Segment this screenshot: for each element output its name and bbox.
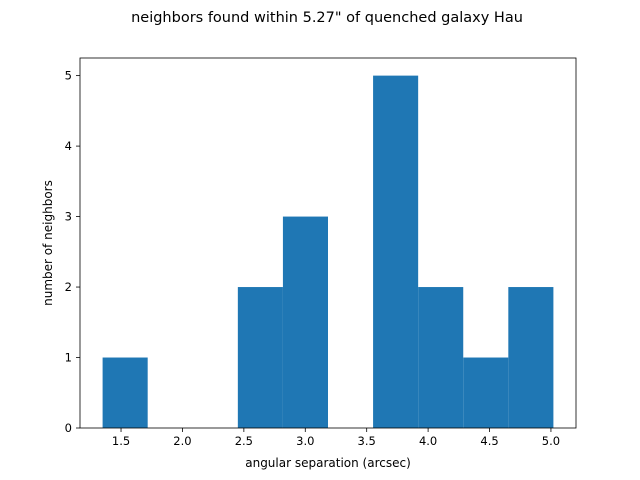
y-tick-label: 3 (65, 210, 72, 224)
y-tick-label: 2 (65, 280, 72, 294)
bars-group (102, 75, 554, 428)
y-tick-label: 0 (65, 421, 72, 435)
plot-frame (79, 57, 577, 429)
y-tick-label: 5 (65, 69, 72, 83)
x-tick-label: 5.0 (542, 434, 560, 448)
histogram-bar (102, 357, 148, 428)
x-tick-label: 2.0 (173, 434, 191, 448)
x-tick-label: 2.5 (235, 434, 253, 448)
histogram-bar (282, 216, 328, 428)
x-axis-label: angular separation (arcsec) (245, 456, 411, 470)
x-axis-ticks: 1.5 2.0 2.5 3.0 3.5 4.0 4.5 5.0 (112, 428, 560, 448)
x-tick-label: 1.5 (112, 434, 130, 448)
histogram-bar (463, 357, 509, 428)
x-tick-label: 3.5 (358, 434, 376, 448)
chart-title: neighbors found within 5.27" of quenched… (131, 10, 523, 26)
x-tick-label: 4.5 (480, 434, 498, 448)
x-tick-label: 4.0 (419, 434, 437, 448)
x-tick-label: 3.0 (296, 434, 314, 448)
histogram-bar (418, 287, 464, 428)
y-tick-label: 1 (65, 351, 72, 365)
y-axis-ticks: 0 1 2 3 4 5 (65, 69, 80, 435)
histogram-bar (508, 287, 554, 428)
histogram-bar (237, 287, 283, 428)
y-tick-label: 4 (65, 139, 72, 153)
histogram-bar (373, 75, 419, 428)
y-axis-label: number of neighbors (41, 180, 55, 306)
